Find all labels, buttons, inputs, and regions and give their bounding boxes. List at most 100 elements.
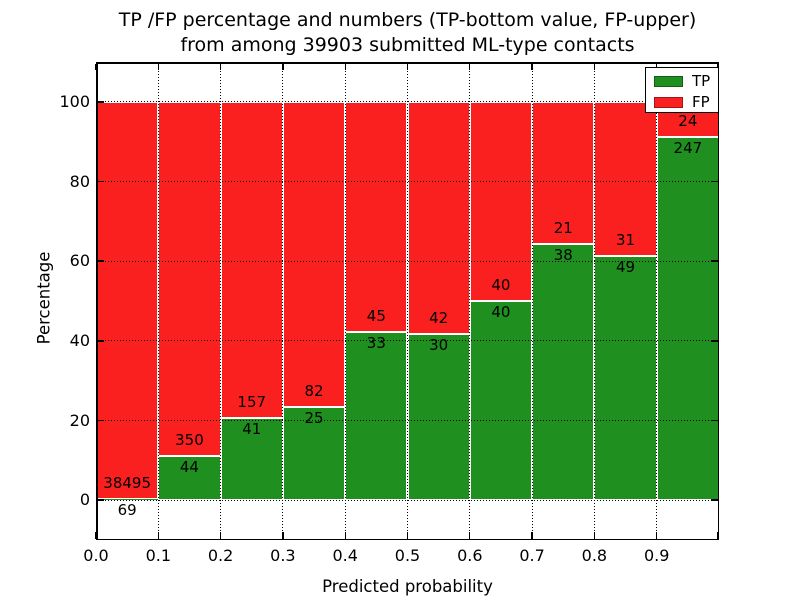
gridline-x-0.5 [407,62,408,540]
count-label-fp-0.3: 82 [304,382,324,401]
bar-tp-bin-0.3 [282,407,346,501]
count-label-fp-0.2: 157 [237,392,267,411]
count-label-tp-0.4: 33 [366,333,386,352]
gridline-x-0.6 [469,62,471,540]
y-tick-left-40 [97,340,104,342]
legend-swatch-tp-icon [654,76,683,87]
y-tick-right-20 [711,419,718,422]
bar-tp-bin-0.4 [345,331,408,501]
bar-tp-bin-0.6 [469,301,533,501]
y-tick-label-0: 0 [79,490,90,510]
y-tick-left-0 [97,499,104,501]
x-tick-top-0.7 [531,63,533,70]
y-tick-right-60 [711,260,718,262]
y-tick-right-80 [711,180,718,183]
x-tick-label-0.6: 0.6 [457,546,483,565]
y-tick-right-40 [711,340,718,342]
bar-fp-bin-0.0 [96,101,159,500]
count-label-fp-0.8: 31 [616,231,636,250]
x-tick-bottom-0.1 [157,532,159,539]
count-label-tp-0.1: 44 [179,457,199,476]
chart-title: TP /FP percentage and numbers (TP-bottom… [96,8,719,58]
gridline-x-0.4 [344,62,346,540]
gridline-x-0.3 [282,62,284,540]
bar-tp-bin-0.7 [532,243,595,501]
bar-tp-bin-0.5 [407,334,470,501]
legend-entry-fp: FP [654,94,718,111]
count-label-tp-0.9: 247 [673,139,703,158]
x-tick-top-0.1 [157,63,159,70]
count-label-tp-0.5: 30 [429,336,449,355]
bar-fp-bin-0.6 [469,101,533,301]
axis-spine-top [96,62,719,64]
bar-fp-bin-0.5 [407,101,470,335]
x-tick-bottom-0.3 [282,532,284,539]
legend-label-tp: TP [692,72,711,90]
x-tick-top-0.5 [406,63,409,70]
x-tick-label-0.3: 0.3 [270,546,296,565]
x-tick-label-0.0: 0.0 [83,546,109,565]
count-label-tp-0.6: 40 [491,303,511,321]
legend-label-fp: FP [692,93,710,111]
x-tick-label-0.7: 0.7 [519,546,545,565]
gridline-x-0.1 [157,62,159,540]
bar-tp-bin-0.9 [656,137,719,501]
chart-title-line2: from among 39903 submitted ML-type conta… [180,34,635,56]
axis-spine-bottom [96,538,719,540]
x-tick-label-0.9: 0.9 [643,546,670,565]
bar-fp-bin-0.8 [594,101,657,257]
y-tick-left-20 [97,419,104,422]
x-tick-top-0.9 [656,63,658,70]
bar-fp-bin-0.3 [282,101,346,408]
bar-fp-bin-0.1 [158,101,221,456]
axis-spine-left [96,62,98,540]
y-tick-left-80 [97,180,104,183]
axis-spine-right [717,62,719,540]
x-tick-bottom-0.6 [469,532,471,539]
count-label-fp-0.0: 38495 [103,474,151,493]
y-tick-label-80: 80 [69,171,90,191]
count-label-fp-0.6: 40 [491,276,511,294]
x-tick-bottom-0.8 [593,532,596,539]
y-tick-right-0 [711,499,718,501]
x-tick-bottom-0.7 [531,532,533,539]
x-tick-bottom-0.5 [406,532,409,539]
y-tick-label-20: 20 [69,410,90,430]
legend-entry-tp: TP [654,73,718,90]
count-label-fp-0.9: 24 [678,112,698,131]
x-tick-bottom-0.4 [344,532,346,539]
bar-fp-bin-0.4 [345,101,408,332]
count-label-tp-0.3: 25 [304,409,324,428]
count-label-tp-0.2: 41 [242,419,262,438]
legend: TP FP [645,67,719,113]
x-tick-top-0.3 [282,63,284,70]
x-tick-label-0.4: 0.4 [332,546,358,565]
legend-swatch-fp-icon [654,97,683,108]
x-tick-top-0.2 [219,63,222,70]
bar-tp-bin-0.2 [220,417,283,501]
gridline-x-0.9 [656,62,658,540]
count-label-tp-0.7: 38 [553,245,573,264]
chart-title-line1: TP /FP percentage and numbers (TP-bottom… [118,9,697,31]
count-label-tp-0.0: 69 [117,501,137,520]
bar-fp-bin-0.7 [532,101,595,244]
count-label-fp-0.1: 350 [175,430,204,449]
x-tick-top-0.8 [593,63,596,70]
x-tick-label-0.8: 0.8 [581,546,608,565]
y-tick-left-100 [97,101,104,103]
bar-tp-bin-0.1 [158,455,221,501]
x-axis-label: Predicted probability [322,577,493,596]
bar-tp-bin-0.8 [594,256,657,501]
x-tick-label-0.5: 0.5 [394,546,421,565]
y-tick-label-40: 40 [69,330,90,350]
bar-fp-bin-0.2 [220,101,283,418]
x-tick-top-0.4 [344,63,346,70]
x-tick-label-0.1: 0.1 [145,546,172,565]
x-tick-top-0.6 [469,63,471,70]
gridline-x-0.7 [531,62,533,540]
count-label-fp-0.5: 42 [429,309,449,328]
x-tick-bottom-0.2 [219,532,222,539]
x-tick-label-0.2: 0.2 [207,546,234,565]
plot-area: 38495 69 350 44 157 41 82 25 45 33 42 30 40 40 21 38 31 4… [95,62,719,540]
gridline-x-0.8 [593,62,595,540]
